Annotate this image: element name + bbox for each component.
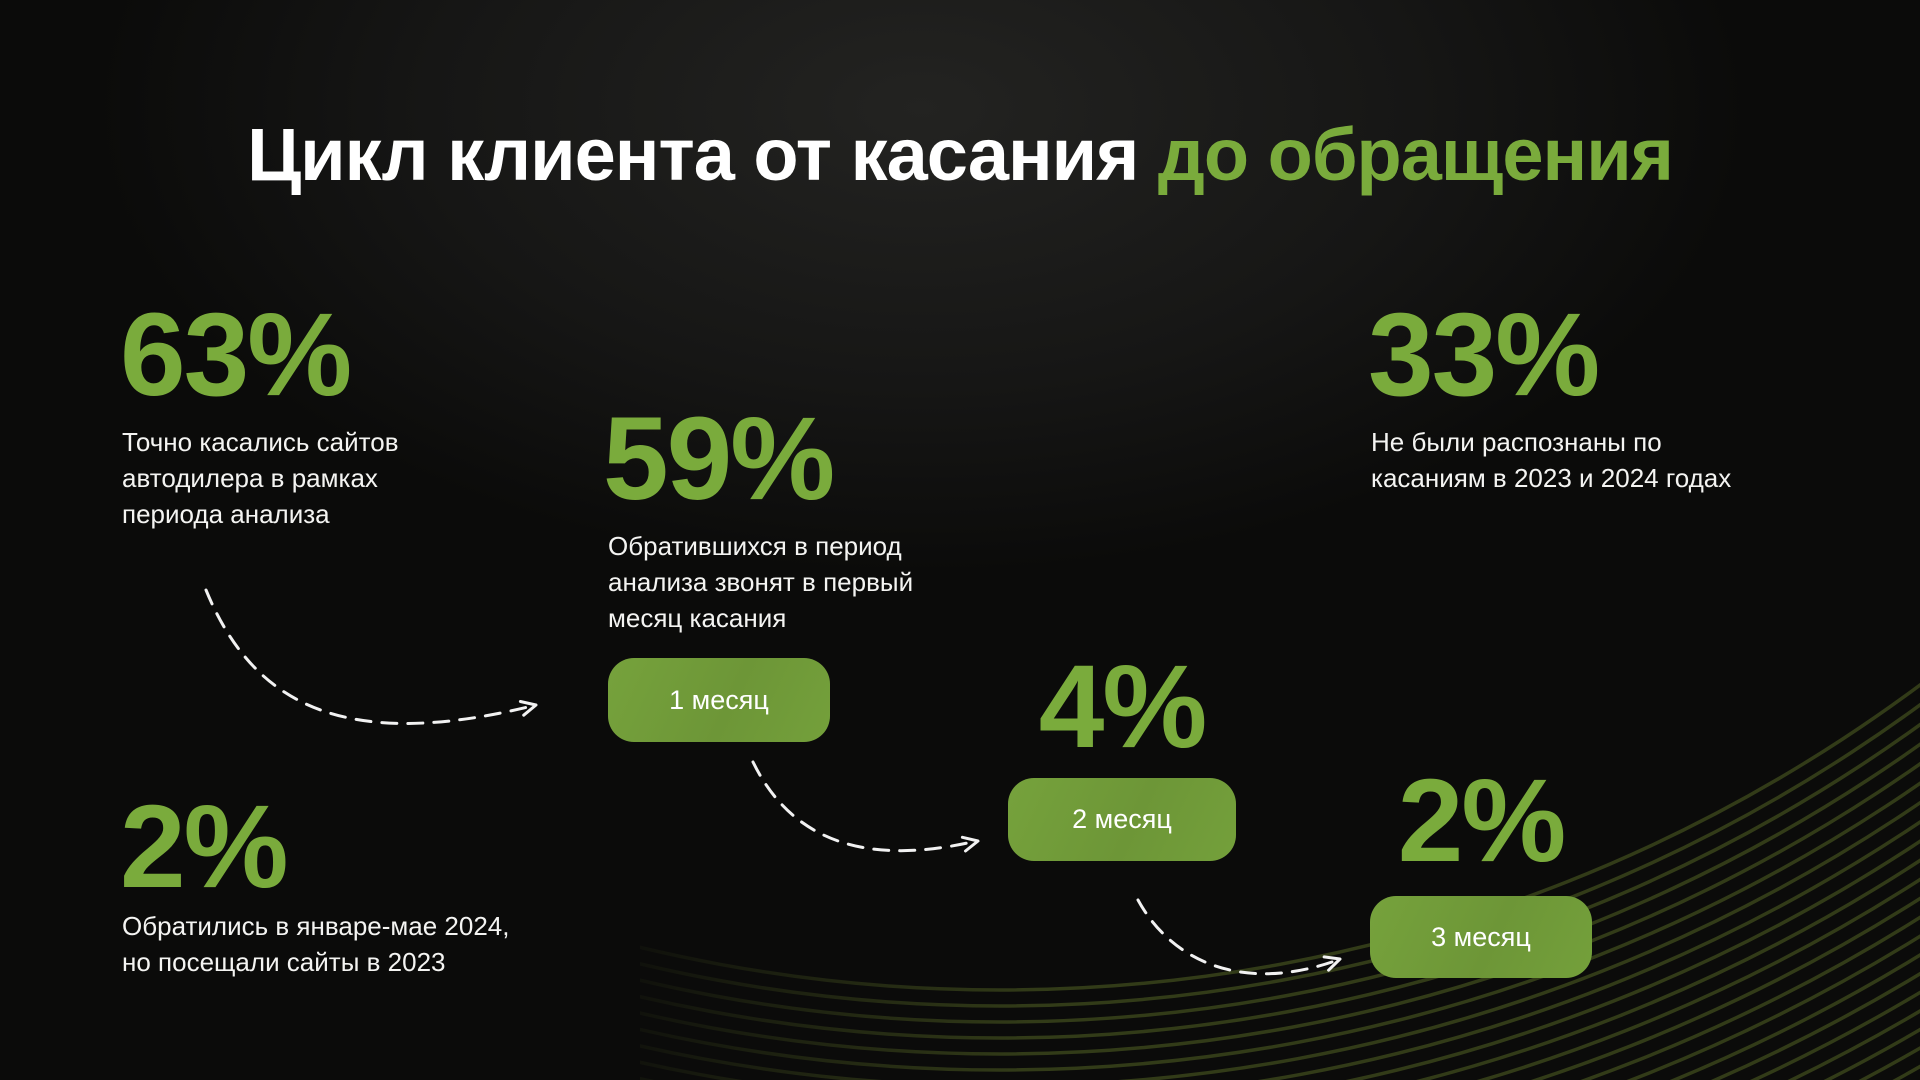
desc-line: касаниям в 2023 и 2024 годах (1371, 463, 1732, 493)
desc-line: Обратившихся в период (608, 531, 902, 561)
stat-value-touched-sites: 63% (120, 289, 352, 421)
page-title: Цикл клиента от касания до обращения (0, 112, 1920, 197)
stat-value-second-month: 4% (1038, 641, 1208, 773)
stat-second-month: 4% (1008, 648, 1236, 766)
stat-desc-visited-2023: Обратились в январе-мае 2024, но посещал… (122, 908, 602, 980)
title-main: Цикл клиента от касания (247, 113, 1158, 196)
stat-value-visited-2023: 2% (120, 781, 289, 913)
desc-line: Не были распознаны по (1371, 427, 1662, 457)
wave-fade-overlay (640, 620, 1920, 1080)
stat-value-called-first-month: 59% (603, 393, 835, 525)
desc-line: Точно касались сайтов (122, 427, 399, 457)
title-highlight: до обращения (1157, 113, 1674, 196)
arrowhead-1 (518, 700, 538, 717)
stat-third-month: 2% (1370, 762, 1592, 880)
stat-value-not-recognized: 33% (1368, 289, 1600, 421)
desc-line: автодилера в рамках (122, 463, 378, 493)
dashed-arrow-1 (204, 588, 530, 725)
desc-line: анализа звонят в первый (608, 567, 914, 597)
month-2-badge: 2 месяц (1008, 778, 1236, 861)
month-3-badge: 3 месяц (1370, 896, 1592, 978)
stat-desc-called-first-month: Обратившихся в период анализа звонят в п… (608, 528, 983, 636)
desc-line: месяц касания (608, 603, 787, 633)
month-1-badge: 1 месяц (608, 658, 830, 742)
stat-value-third-month: 2% (1397, 755, 1567, 887)
desc-line: но посещали сайты в 2023 (122, 947, 446, 977)
stat-desc-touched-sites: Точно касались сайтов автодилера в рамка… (122, 424, 462, 532)
desc-line: Обратились в январе-мае 2024, (122, 911, 510, 941)
desc-line: периода анализа (122, 499, 330, 529)
stat-desc-not-recognized: Не были распознаны по касаниям в 2023 и … (1371, 424, 1821, 496)
